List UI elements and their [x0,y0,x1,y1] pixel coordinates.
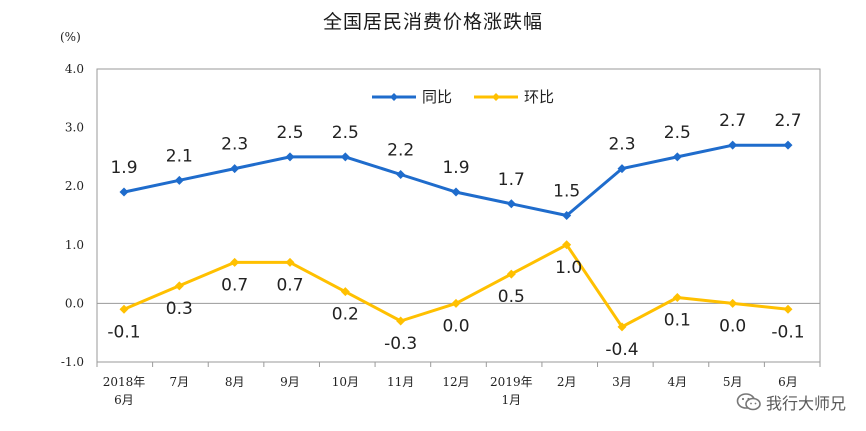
y-tick-label: 2.0 [65,179,84,193]
data-label: 2.5 [332,123,359,143]
data-point-marker [119,187,129,197]
data-point-marker [230,164,240,174]
data-label: 0.0 [719,316,746,336]
data-label: 1.9 [442,158,469,178]
x-tick-label: 5月 [723,375,743,389]
data-label: 0.7 [276,275,303,295]
wechat-icon [736,393,761,411]
x-tick-label: 7月 [170,375,190,389]
data-point-marker [396,169,406,179]
x-tick-label: 3月 [612,375,632,389]
data-label: 2.2 [387,140,414,160]
x-tick-label: 11月 [387,375,414,389]
data-point-marker [506,199,516,209]
watermark: 我行大师兄 [736,390,846,414]
x-tick-label: 8月 [225,375,245,389]
data-label: 0.2 [332,305,359,325]
y-tick-label: 3.0 [65,121,84,135]
data-label: 2.3 [221,135,248,155]
data-label: 2.7 [774,111,801,131]
data-point-marker [174,175,184,185]
chart-title: 全国居民消费价格涨跌幅 [322,11,543,33]
data-label: 0.1 [664,311,691,331]
data-label: 1.7 [498,170,525,190]
watermark-text: 我行大师兄 [765,394,846,413]
y-tick-label: -1.0 [61,355,84,369]
data-point-marker [451,187,461,197]
x-tick-label: 4月 [668,375,688,389]
data-label: -0.4 [605,340,638,360]
data-label: 2.7 [719,111,746,131]
y-unit-label: (%) [60,30,81,44]
data-point-marker [672,293,682,303]
legend-label: 环比 [524,88,554,106]
x-tick-label: 2018年 [103,375,146,389]
data-point-marker [396,316,406,326]
x-tick-label: 2019年 [490,375,533,389]
data-label: 2.3 [608,135,635,155]
data-point-marker [562,240,572,250]
data-point-marker [451,298,461,308]
x-tick-label: 12月 [442,375,469,389]
data-label: 1.0 [555,258,582,278]
data-point-marker [728,140,738,150]
data-point-marker [506,269,516,279]
x-tick-label: 6月 [114,393,134,407]
data-label: 1.9 [110,158,137,178]
legend-label: 同比 [422,88,452,106]
data-point-marker [340,287,350,297]
data-point-marker [285,257,295,267]
data-label: 1.5 [553,182,580,202]
y-tick-label: 4.0 [65,62,84,76]
data-label: 0.3 [166,299,193,319]
data-label: -0.1 [771,322,804,342]
legend-marker [390,93,398,101]
data-point-marker [728,298,738,308]
data-label: 2.1 [166,146,193,166]
data-point-marker [617,164,627,174]
series-line-yoy [123,143,788,217]
data-label: -0.3 [384,334,417,354]
data-label: 0.0 [442,316,469,336]
x-tick-label: 2月 [557,375,577,389]
x-tick-label: 10月 [332,375,359,389]
y-tick-label: 0.0 [65,296,84,310]
legend-marker [492,93,500,101]
data-point-marker [230,257,240,267]
data-point-marker [285,152,295,162]
data-label: -0.1 [107,322,140,342]
data-point-marker [119,304,129,314]
data-point-marker [783,140,793,150]
data-point-marker [562,211,572,220]
x-tick-label: 1月 [502,393,522,407]
x-tick-label: 6月 [778,375,798,389]
plot-frame [96,68,821,363]
data-point-marker [672,152,682,162]
data-label: 0.5 [498,287,525,307]
data-point-marker [617,322,627,332]
data-label: 2.5 [276,123,303,143]
data-point-marker [340,152,350,162]
data-label: 0.7 [221,275,248,295]
x-tick-label: 9月 [280,375,300,389]
y-tick-label: 1.0 [65,238,84,252]
data-point-marker [783,304,793,314]
data-point-marker [174,281,184,291]
data-label: 2.5 [664,123,691,143]
